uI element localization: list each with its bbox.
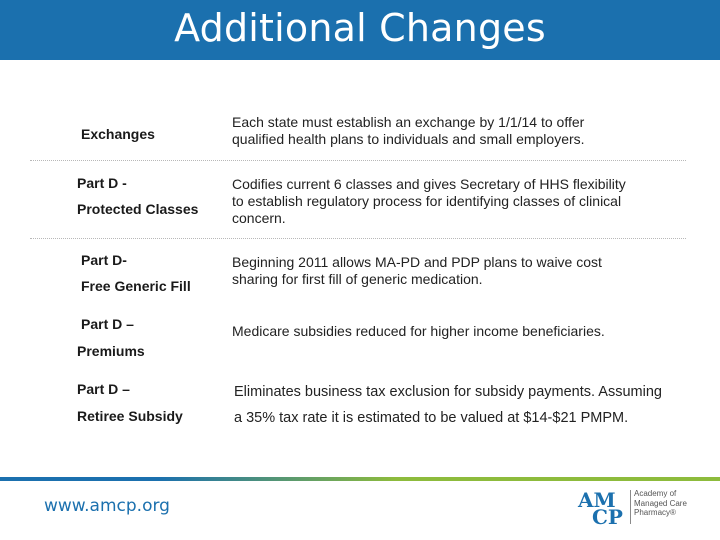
row-divider: [30, 238, 686, 239]
amcp-logo: AM CP Academy of Managed Care Pharmacy®: [578, 488, 688, 529]
footer-accent-bar: [0, 477, 720, 481]
row-label-exchanges: Exchanges: [81, 126, 155, 142]
row-label-protected-classes-line-1: Part D -: [77, 175, 127, 191]
logo-line-3: Pharmacy®: [634, 508, 676, 517]
amcp-logo-mark: AM CP: [578, 488, 628, 529]
logo-mark-cp: CP: [592, 505, 623, 529]
title-bar: Additional Changes: [0, 0, 720, 60]
row-desc-exchanges-line-1: Each state must establish an exchange by…: [232, 114, 585, 130]
footer-url: www.amcp.org: [44, 496, 170, 516]
slide-title: Additional Changes: [174, 6, 546, 50]
row-label-retiree-subsidy-line-2: Retiree Subsidy: [77, 408, 183, 424]
row-desc-free-generic-fill-line-2: sharing for first fill of generic medica…: [232, 271, 483, 287]
row-desc-free-generic-fill-line-1: Beginning 2011 allows MA-PD and PDP plan…: [232, 254, 602, 270]
row-desc-protected-classes-line-2: to establish regulatory process for iden…: [232, 193, 622, 209]
row-label-protected-classes-line-2: Protected Classes: [77, 201, 199, 217]
logo-mark-am: AM: [578, 488, 616, 512]
row-label-retiree-subsidy-line-1: Part D –: [77, 381, 130, 397]
row-desc-exchanges-line-2: qualified health plans to individuals an…: [232, 131, 585, 147]
row-desc-retiree-subsidy-line-1: Eliminates business tax exclusion for su…: [234, 384, 662, 400]
row-divider: [30, 160, 686, 161]
row-desc-protected-classes-line-3: concern.: [232, 210, 286, 226]
row-desc-retiree-subsidy-line-2: a 35% tax rate it is estimated to be val…: [234, 410, 629, 426]
row-label-free-generic-fill-line-2: Free Generic Fill: [81, 278, 191, 294]
logo-line-1: Academy of: [634, 489, 677, 498]
logo-separator: [630, 490, 631, 524]
row-label-premiums-line-2: Premiums: [77, 343, 145, 359]
row-label-free-generic-fill-line-1: Part D-: [81, 252, 127, 268]
row-desc-premiums: Medicare subsidies reduced for higher in…: [232, 323, 605, 339]
logo-line-2: Managed Care: [634, 498, 687, 508]
row-label-premiums-line-1: Part D –: [81, 316, 134, 332]
row-desc-protected-classes-line-1: Codifies current 6 classes and gives Sec…: [232, 176, 626, 192]
logo-wordmark: Academy of Managed Care Pharmacy®: [634, 489, 688, 518]
